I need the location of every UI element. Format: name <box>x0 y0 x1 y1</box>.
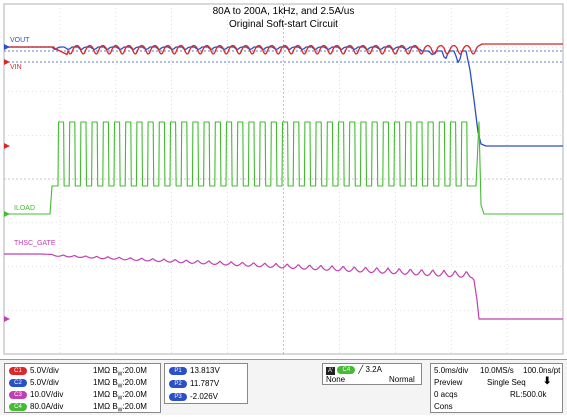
measurements-box: P1 13.813V P2 11.787V P3 -2.026V <box>164 363 248 404</box>
trigger-box[interactable]: A' C4 ╱ 3.2A None Normal <box>322 363 422 385</box>
trigger-slope-icon: ╱ <box>358 365 364 374</box>
acquisition-box[interactable]: 5.0ms/div 10.0MS/s 100.0ns/pt Preview Si… <box>430 363 563 413</box>
channel-badge-c4[interactable]: C4 <box>9 402 27 411</box>
iload-trace <box>4 121 563 215</box>
channel-bw-c2: 1MΩ BW:20.0M <box>93 378 147 390</box>
channel-scale-c4: 80.0A/div <box>30 402 64 411</box>
channel-scale-c3: 10.0V/div <box>30 390 64 399</box>
measurement-row-p1[interactable]: P1 13.813V <box>169 365 220 376</box>
cons-status: Cons <box>434 402 453 411</box>
measurement-value-p1: 13.813V <box>190 366 220 375</box>
waveform-plot <box>3 3 564 355</box>
channel-row-c4[interactable]: C4 80.0A/div <box>9 401 63 412</box>
iload-label: ILOAD <box>14 205 36 212</box>
gate-channel-marker <box>4 316 10 322</box>
channel-bw-c4: 1MΩ BW:20.0M <box>93 402 147 414</box>
down-arrow-icon: ⬇ <box>543 376 552 387</box>
measurement-row-p3[interactable]: P3 -2.026V <box>169 391 218 402</box>
vin-label: VIN <box>10 64 22 71</box>
vin-trace <box>4 46 563 147</box>
gate-label: THSC_GATE <box>14 240 56 247</box>
measurement-row-p2[interactable]: P2 11.787V <box>169 378 219 389</box>
channel-scale-c1: 5.0V/div <box>30 366 59 375</box>
channel-badge-c3[interactable]: C3 <box>9 390 27 399</box>
record-length: RL:500.0k <box>510 390 547 399</box>
sample-rate: 10.0MS/s <box>480 366 514 375</box>
channel-badge-c2[interactable]: C2 <box>9 378 27 387</box>
single-seq-status: Single Seq <box>487 378 526 387</box>
measurement-value-p2: 11.787V <box>190 379 220 388</box>
timebase: 5.0ms/div <box>434 366 469 375</box>
iload-channel-marker <box>4 211 10 217</box>
resolution: 100.0ns/pt <box>523 366 561 375</box>
channel-scale-c2: 5.0V/div <box>30 378 59 387</box>
trigger-mode-right: Normal <box>389 375 415 384</box>
plot-title-line2: Original Soft-start Circuit <box>229 19 338 30</box>
channel-row-c2[interactable]: C2 5.0V/div <box>9 377 59 388</box>
measurement-value-p3: -2.026V <box>190 392 219 401</box>
status-panel: C1 5.0V/div 1MΩ BW:20.0M C2 5.0V/div 1MΩ B… <box>0 359 567 415</box>
channel-badge-c1[interactable]: C1 <box>9 366 27 375</box>
vin-channel-marker <box>4 59 10 65</box>
gate-trace <box>4 253 563 320</box>
vout-channel-marker <box>4 44 10 50</box>
channel-row-c3[interactable]: C3 10.0V/div <box>9 389 63 400</box>
vout-trace <box>4 43 563 56</box>
channel-bw-c1: 1MΩ BW:20.0M <box>93 366 147 378</box>
channel-bw-c3: 1MΩ BW:20.0M <box>93 390 147 402</box>
measurement-badge-p1: P1 <box>169 366 187 375</box>
acquisition-count: 0 acqs <box>434 390 458 399</box>
preview-status: Preview <box>434 378 463 387</box>
trigger-level: 3.2A <box>365 365 382 374</box>
channel-settings-box: C1 5.0V/div 1MΩ BW:20.0M C2 5.0V/div 1MΩ B… <box>4 363 161 414</box>
scope-display: 80A to 200A, 1kHz, and 2.5A/us Original … <box>3 3 564 355</box>
vout-label: VOUT <box>10 37 30 44</box>
measurement-badge-p2: P2 <box>169 379 187 388</box>
measurement-badge-p3: P3 <box>169 392 187 401</box>
trigger-settings: A' C4 ╱ 3.2A <box>326 364 382 375</box>
trigger-marker: A' <box>326 367 336 375</box>
channel-row-c1[interactable]: C1 5.0V/div <box>9 365 59 376</box>
trigger-channel-badge: C4 <box>337 365 356 374</box>
plot-title-line1: 80A to 200A, 1kHz, and 2.5A/us <box>212 6 355 17</box>
channel-ground-marker-red <box>4 143 10 149</box>
trigger-mode-left: None <box>326 375 346 384</box>
